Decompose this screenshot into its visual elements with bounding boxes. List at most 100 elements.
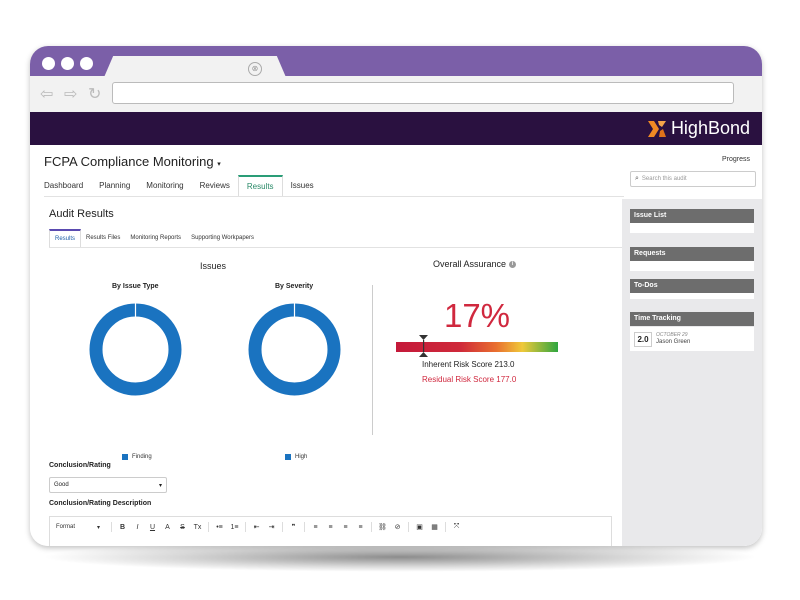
- donut-ring-high: [248, 303, 341, 396]
- app-content: FCPA Compliance Monitoring ▾ Progress Da…: [30, 145, 762, 546]
- search-icon: ⌕: [635, 175, 639, 182]
- subtab-results[interactable]: Results: [49, 229, 82, 247]
- residual-risk-score: Residual Risk Score 177.0: [422, 375, 517, 384]
- tab-planning[interactable]: Planning: [99, 181, 131, 190]
- donut-chart-issue-type[interactable]: [89, 303, 182, 396]
- project-title-dropdown[interactable]: FCPA Compliance Monitoring ▾: [44, 154, 221, 169]
- info-icon[interactable]: i: [509, 260, 517, 268]
- reload-icon[interactable]: ↻: [88, 86, 102, 103]
- tab-results[interactable]: Results: [237, 175, 283, 196]
- tab-monitoring[interactable]: Monitoring: [146, 181, 184, 190]
- tab-close-icon[interactable]: ⊗: [248, 62, 262, 76]
- sidebar-issue-list[interactable]: Issue List: [630, 209, 754, 223]
- conclusion-rating-select[interactable]: Good ▾: [49, 477, 167, 493]
- toolbar-separator: [208, 522, 209, 532]
- forward-icon[interactable]: ⇨: [64, 86, 78, 103]
- rich-text-editor[interactable]: Format ▾ B I U A S Tx •≡ 1≡ ⇤ ⇥ ❞ ≡: [49, 516, 612, 546]
- browser-chrome: ⊗ ⇦ ⇨ ↻: [30, 46, 762, 112]
- legend-swatch-finding: [122, 454, 128, 460]
- table-icon[interactable]: ▦: [431, 524, 438, 531]
- conclusion-rating-value: Good: [54, 482, 69, 488]
- sidebar-issue-list-body: [630, 223, 754, 233]
- chevron-down-icon: ▾: [158, 483, 162, 489]
- text-color-icon[interactable]: A: [165, 523, 170, 531]
- overall-assurance-label: Overall Assurance: [433, 259, 507, 269]
- subtabs-divider: [49, 247, 622, 248]
- toolbar-separator: [445, 522, 446, 532]
- address-bar[interactable]: [112, 82, 734, 104]
- window-dot-close[interactable]: [42, 57, 55, 70]
- tab-dashboard[interactable]: Dashboard: [44, 181, 84, 190]
- italic-icon[interactable]: I: [136, 523, 139, 531]
- page-title: Audit Results: [49, 208, 114, 220]
- sidebar-requests[interactable]: Requests: [630, 247, 754, 261]
- conclusion-description-label: Conclusion/Rating Description: [49, 500, 152, 507]
- progress-link[interactable]: Progress: [722, 156, 751, 163]
- sidebar-time-tracking[interactable]: Time Tracking: [630, 312, 754, 326]
- overall-assurance-title: Overall Assurance i: [433, 259, 517, 269]
- numbered-list-icon[interactable]: 1≡: [230, 523, 239, 531]
- tab-reviews[interactable]: Reviews: [199, 181, 230, 190]
- align-right-icon[interactable]: ≡: [343, 523, 348, 531]
- toolbar-separator: [304, 522, 305, 532]
- time-entry-user: Jason Green: [656, 339, 691, 345]
- format-dropdown[interactable]: Format ▾: [56, 524, 100, 531]
- bulleted-list-icon[interactable]: •≡: [216, 523, 223, 531]
- assurance-gauge: [396, 342, 558, 352]
- subtab-results-files[interactable]: Results Files: [86, 235, 121, 241]
- strikethrough-icon[interactable]: S: [180, 523, 185, 531]
- chart-title-issue-type: By Issue Type: [112, 283, 159, 290]
- chart-title-severity: By Severity: [275, 283, 314, 290]
- subtab-monitoring-reports[interactable]: Monitoring Reports: [130, 235, 182, 241]
- link-icon[interactable]: ⛓: [378, 524, 387, 531]
- toolbar-separator: [245, 522, 246, 532]
- browser-window: ⊗ ⇦ ⇨ ↻ HighBond FCPA Compliance Monitor…: [30, 46, 762, 546]
- align-left-icon[interactable]: ≡: [313, 523, 318, 531]
- chevron-down-icon: ▾: [96, 524, 100, 531]
- tab-issues[interactable]: Issues: [290, 181, 314, 190]
- assurance-percent: 17%: [443, 297, 511, 334]
- sidebar-todos-body: [630, 293, 754, 299]
- sidebar-requests-body: [630, 261, 754, 271]
- section-divider: [372, 285, 373, 435]
- conclusion-rating-label: Conclusion/Rating: [49, 462, 111, 469]
- donut-ring-finding: [89, 303, 182, 396]
- toolbar-separator: [408, 522, 409, 532]
- subtab-supporting-workpapers[interactable]: Supporting Workpapers: [191, 235, 254, 241]
- window-dot-minimize[interactable]: [61, 57, 74, 70]
- align-center-icon[interactable]: ≡: [328, 523, 333, 531]
- legend-label-high: High: [295, 454, 308, 460]
- indent-icon[interactable]: ⇥: [268, 524, 275, 531]
- legend-high: High: [285, 454, 307, 460]
- time-entry-row[interactable]: 2.0 OCTOBER 29 Jason Green: [630, 327, 754, 351]
- search-placeholder: Search this audit: [641, 176, 687, 182]
- legend-swatch-high: [285, 454, 291, 460]
- browser-nav-row: ⇦ ⇨ ↻: [30, 76, 762, 112]
- clear-format-icon[interactable]: Tx: [193, 523, 202, 531]
- toolbar-separator: [282, 522, 283, 532]
- toolbar-separator: [371, 522, 372, 532]
- window-dot-maximize[interactable]: [80, 57, 93, 70]
- unlink-icon[interactable]: ⊘: [394, 524, 401, 531]
- image-icon[interactable]: ▣: [416, 524, 423, 531]
- donut-chart-severity[interactable]: [248, 303, 341, 396]
- sidebar-todos[interactable]: To-Dos: [630, 279, 754, 293]
- sidebar: Issue List Requests To-Dos Time Tracking…: [622, 199, 762, 546]
- format-label: Format: [56, 523, 76, 530]
- blockquote-icon[interactable]: ❞: [291, 524, 296, 531]
- highbond-logo-icon: [647, 120, 666, 137]
- underline-icon[interactable]: U: [149, 523, 156, 531]
- highbond-logo[interactable]: HighBond: [647, 118, 750, 139]
- outdent-icon[interactable]: ⇤: [253, 524, 260, 531]
- sub-tabs: Results Results Files Monitoring Reports…: [49, 229, 259, 247]
- back-icon[interactable]: ⇦: [40, 86, 54, 103]
- tabs-divider: [44, 196, 624, 197]
- issues-title: Issues: [200, 261, 227, 271]
- align-justify-icon[interactable]: ≡: [358, 523, 363, 531]
- fullscreen-icon[interactable]: ⤧: [453, 523, 460, 530]
- brand-bar: HighBond: [30, 112, 762, 145]
- search-input[interactable]: ⌕ Search this audit: [630, 171, 756, 187]
- editor-toolbar: Format ▾ B I U A S Tx •≡ 1≡ ⇤ ⇥ ❞ ≡: [56, 521, 464, 533]
- bold-icon[interactable]: B: [119, 523, 126, 531]
- project-title: FCPA Compliance Monitoring: [44, 154, 214, 169]
